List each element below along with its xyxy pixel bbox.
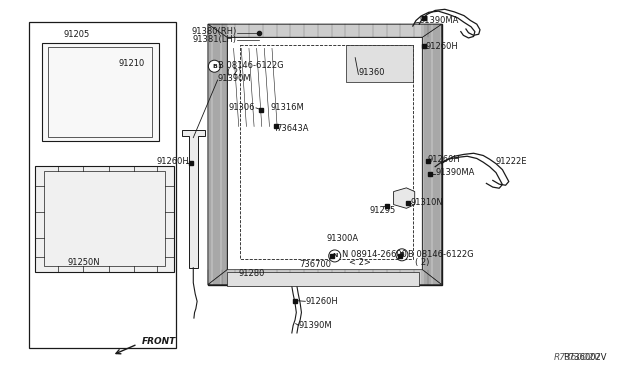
Circle shape	[329, 250, 340, 262]
Text: B 08146-6122G: B 08146-6122G	[408, 250, 474, 259]
Text: < 2>: < 2>	[349, 258, 371, 267]
Text: 91222E: 91222E	[496, 157, 527, 166]
Text: ( 2): ( 2)	[227, 68, 241, 77]
Text: 91310N: 91310N	[411, 198, 444, 207]
Text: 91300A: 91300A	[326, 234, 358, 243]
Circle shape	[209, 60, 220, 72]
Text: 91210: 91210	[118, 59, 145, 68]
Text: 91390MA: 91390MA	[435, 169, 475, 177]
Text: 91250N: 91250N	[67, 258, 100, 267]
Polygon shape	[227, 272, 419, 286]
Text: 91260H: 91260H	[305, 297, 338, 306]
Polygon shape	[182, 130, 205, 268]
Polygon shape	[227, 37, 422, 270]
Polygon shape	[208, 270, 442, 285]
Text: 91306: 91306	[228, 103, 255, 112]
Text: ( 2): ( 2)	[415, 258, 429, 267]
Text: B 08146-6122G: B 08146-6122G	[218, 61, 284, 70]
Text: FRONT: FRONT	[142, 337, 177, 346]
Text: 91260H: 91260H	[428, 155, 460, 164]
Text: 91380(RH): 91380(RH)	[191, 27, 237, 36]
Text: 91205: 91205	[63, 30, 90, 39]
Polygon shape	[422, 24, 442, 285]
Text: 91390M: 91390M	[299, 321, 333, 330]
Text: R736002V: R736002V	[554, 353, 600, 362]
Polygon shape	[346, 45, 413, 82]
Text: 91280: 91280	[239, 269, 265, 278]
Text: B: B	[399, 252, 404, 257]
Text: 736700: 736700	[300, 260, 332, 269]
Text: 91260H: 91260H	[156, 157, 189, 166]
Text: 91295: 91295	[370, 206, 396, 215]
Text: 91390M: 91390M	[218, 74, 252, 83]
Polygon shape	[394, 188, 415, 208]
Polygon shape	[35, 166, 174, 272]
Text: N 08914-26600: N 08914-26600	[342, 250, 407, 259]
Text: 91360: 91360	[358, 68, 385, 77]
Text: 91316M: 91316M	[270, 103, 304, 112]
Circle shape	[396, 249, 408, 261]
Text: 91260H: 91260H	[426, 42, 458, 51]
Text: N: N	[332, 253, 337, 259]
Bar	[29, 22, 176, 348]
Text: B: B	[212, 64, 217, 69]
Text: R736002V: R736002V	[563, 353, 607, 362]
Text: 91390MA: 91390MA	[419, 16, 459, 25]
Polygon shape	[208, 24, 227, 285]
Text: 91381(LH): 91381(LH)	[193, 35, 237, 44]
Polygon shape	[208, 24, 442, 285]
Polygon shape	[42, 43, 159, 141]
Text: 73643A: 73643A	[276, 124, 309, 133]
Polygon shape	[208, 24, 442, 37]
